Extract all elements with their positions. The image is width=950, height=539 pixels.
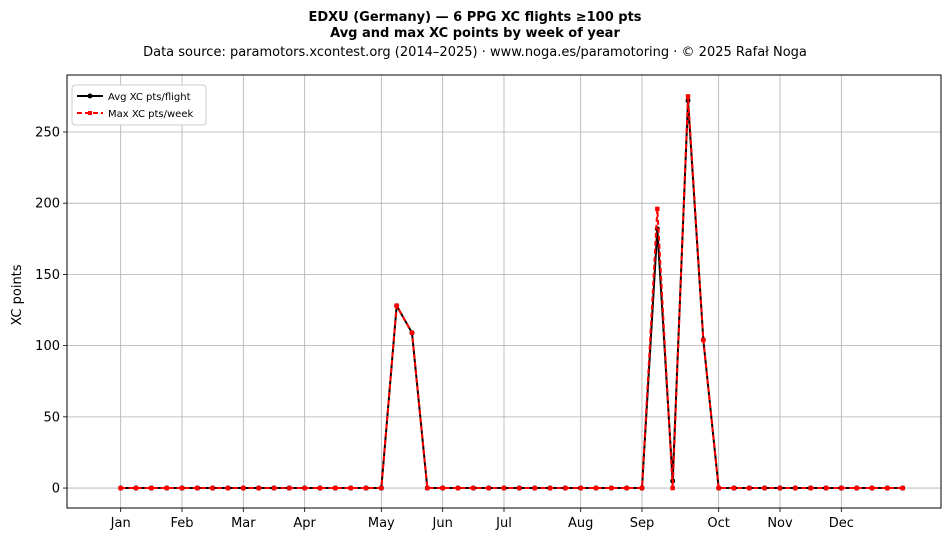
y-axis-label: XC points [10, 264, 25, 325]
legend-label-max: Max XC pts/week [108, 109, 193, 120]
data-point [302, 485, 307, 491]
data-point [241, 485, 246, 491]
x-tick-label: Apr [293, 516, 316, 531]
axes: 0 50 100 150 200 250 Jan Feb Mar Apr May Jun Jul Aug S… [35, 125, 854, 531]
data-point [333, 485, 338, 491]
data-point [225, 485, 231, 491]
chart-subtitle: Avg and max XC points by week of year [330, 26, 620, 41]
data-point [593, 485, 599, 491]
data-point [839, 485, 844, 491]
grid-lines [67, 75, 941, 508]
data-point [869, 485, 875, 491]
data-point [532, 485, 537, 491]
y-tick-label: 100 [35, 339, 60, 354]
y-tick-label: 50 [43, 410, 60, 425]
data-point [179, 485, 185, 491]
data-point [195, 485, 200, 491]
data-point [731, 485, 737, 491]
y-tick-label: 150 [35, 268, 60, 283]
data-point [471, 485, 476, 491]
data-point [823, 485, 829, 491]
data-point [563, 485, 568, 491]
y-tick-label: 250 [35, 125, 60, 140]
data-point [808, 485, 813, 491]
source-note: Data source: paramotors.xcontest.org (20… [143, 45, 807, 60]
series-max [118, 94, 905, 491]
data-point [363, 485, 369, 491]
data-point [670, 485, 675, 491]
data-point [501, 485, 507, 491]
data-point [317, 485, 323, 491]
x-tick-label: Sep [630, 516, 655, 531]
legend-marker-max [88, 111, 92, 115]
legend-marker-avg [87, 93, 93, 99]
x-tick-label: Jun [432, 516, 453, 531]
data-point [287, 485, 292, 491]
x-tick-label: Dec [829, 516, 854, 531]
data-point [685, 94, 691, 99]
x-tick-label: Jan [110, 516, 131, 531]
x-tick-label: Jul [495, 516, 512, 531]
data-point [701, 337, 706, 343]
data-point [655, 206, 660, 212]
series-avg [118, 98, 906, 491]
legend-label-avg: Avg XC pts/flight [108, 92, 191, 103]
data-point [624, 485, 629, 491]
series-line [120, 95, 903, 490]
data-point [118, 485, 123, 491]
data-point [793, 485, 798, 491]
data-point [578, 485, 583, 491]
data-point [425, 485, 430, 491]
x-tick-label: Feb [170, 516, 193, 531]
legend-box [71, 84, 207, 126]
data-point [639, 485, 645, 491]
chart-title: EDXU (Germany) — 6 PPG XC flights ≥100 p… [308, 10, 641, 25]
data-point [547, 485, 553, 491]
x-tick-label: Oct [707, 516, 729, 531]
data-point [455, 485, 461, 491]
data-point [517, 485, 522, 491]
data-point [149, 485, 154, 491]
data-point [210, 485, 215, 491]
data-point [440, 485, 445, 491]
data-point [394, 303, 399, 308]
data-point [164, 485, 169, 491]
x-tick-label: Mar [231, 516, 256, 531]
y-tick-label: 200 [35, 197, 60, 212]
x-tick-label: Aug [568, 516, 593, 531]
x-tick-label: Nov [767, 516, 793, 531]
data-point [348, 485, 353, 491]
data-point [271, 485, 277, 491]
data-point [609, 485, 614, 491]
legend: Avg XC pts/flight Max XC pts/week [71, 84, 207, 126]
data-point [409, 330, 415, 336]
x-tick-label: May [368, 516, 395, 531]
data-point [900, 485, 905, 491]
data-point [854, 485, 859, 491]
data-point [379, 485, 384, 491]
series-line [120, 99, 903, 490]
data-point [777, 485, 783, 491]
data-point [716, 485, 721, 491]
data-point [747, 485, 752, 491]
data-point [256, 485, 261, 491]
data-point [486, 485, 491, 491]
data-point [762, 485, 767, 491]
data-point [133, 485, 139, 491]
y-tick-label: 0 [52, 482, 60, 497]
data-point [885, 485, 890, 491]
series-group [118, 94, 906, 491]
